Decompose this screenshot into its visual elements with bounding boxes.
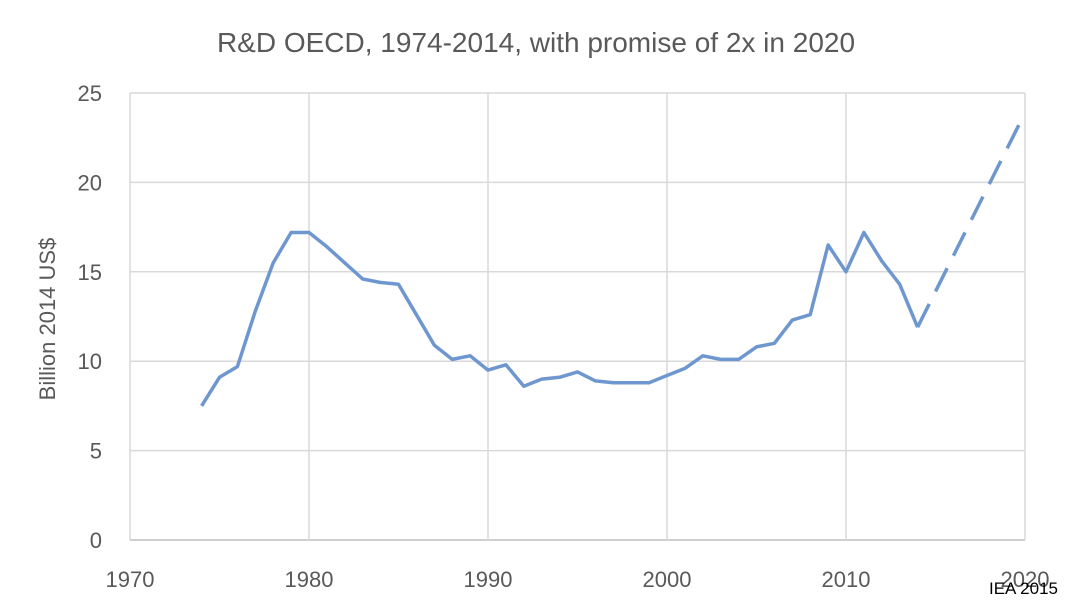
y-tick-label: 10 — [78, 349, 102, 374]
y-tick-label: 25 — [78, 81, 102, 106]
series-group — [200, 111, 1027, 407]
x-tick-label: 1980 — [285, 567, 334, 592]
grid — [129, 92, 1026, 541]
chart-title: R&D OECD, 1974-2014, with promise of 2x … — [217, 27, 855, 58]
x-tick-label: 2010 — [822, 567, 871, 592]
x-tick-label: 2020 — [1001, 567, 1050, 592]
y-tick-label: 20 — [78, 170, 102, 195]
y-tick-label: 5 — [90, 439, 102, 464]
x-tick-label: 2000 — [643, 567, 692, 592]
y-axis-label: Billion 2014 US$ — [35, 238, 60, 401]
series-line — [200, 230, 920, 407]
source-note: IEA 2015 — [989, 579, 1058, 598]
x-tick-label: 1970 — [106, 567, 155, 592]
x-axis-ticks: 1970 1980 1990 2000 2010 2020 — [106, 567, 1050, 592]
y-tick-label: 15 — [78, 260, 102, 285]
y-axis-ticks: 0 5 10 15 20 25 — [78, 81, 102, 553]
x-tick-label: 1990 — [464, 567, 513, 592]
projection-line — [916, 111, 1027, 328]
y-tick-label: 0 — [90, 528, 102, 553]
